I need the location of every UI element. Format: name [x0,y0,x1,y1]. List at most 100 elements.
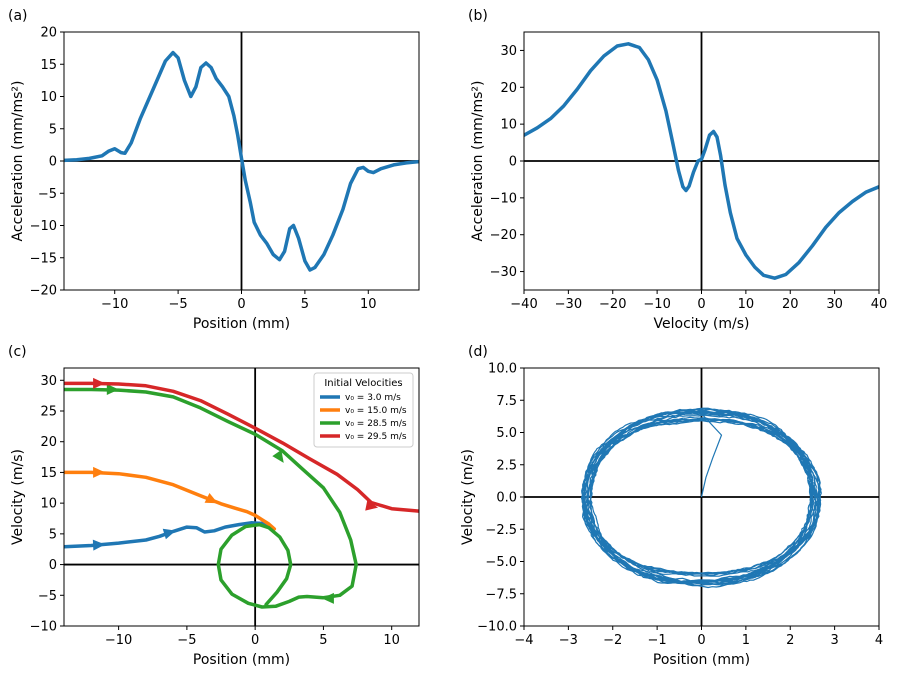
x-tick-label-c-4: 10 [383,633,400,648]
y-tick-label-b-6: 30 [500,44,517,59]
legend-entry-0: v₀ = 3.0 m/s [345,393,401,403]
y-axis-label-c: Velocity (m/s) [10,449,26,545]
panel-label-c: (c) [8,344,27,360]
x-tick-label-a-0: −10 [101,297,128,312]
y-tick-label-d-3: −2.5 [485,523,517,538]
x-tick-label-a-3: 5 [301,297,309,312]
plot-area-a [64,32,419,290]
x-tick-label-b-7: 30 [826,297,843,312]
panel-label-b: (b) [468,8,488,24]
x-tick-label-c-2: 0 [251,633,259,648]
y-tick-label-a-3: −5 [38,187,57,202]
y-tick-label-b-0: −30 [490,265,517,280]
y-tick-label-a-1: −15 [30,251,57,266]
x-tick-label-d-8: 4 [875,633,883,648]
series-line-c-3 [64,381,419,513]
x-tick-label-d-1: −3 [559,633,578,648]
panel-label-a: (a) [8,8,28,24]
y-tick-label-c-4: 10 [40,497,57,512]
direction-arrow-c-3-0 [93,377,106,389]
direction-arrow-c-1-1 [204,492,218,504]
direction-arrow-c-1-0 [93,466,106,478]
series-line-c-2 [64,387,358,609]
y-tick-label-d-5: 2.5 [496,458,517,473]
y-tick-label-d-4: 0.0 [496,491,517,506]
series-line-b-0 [524,42,879,280]
x-tick-label-c-1: −5 [177,633,196,648]
x-tick-label-b-6: 20 [782,297,799,312]
x-tick-label-d-0: −4 [514,633,533,648]
y-tick-label-c-6: 20 [40,435,57,450]
y-axis-label-d: Velocity (m/s) [460,449,476,545]
plot-area-c [64,368,419,626]
x-tick-label-c-3: 5 [319,633,327,648]
y-tick-label-d-1: −7.5 [485,587,517,602]
y-axis-label-a: Acceleration (mm/ms²) [10,81,26,242]
legend-entry-2: v₀ = 28.5 m/s [345,419,407,429]
y-tick-label-b-5: 20 [500,81,517,96]
y-tick-label-a-4: 0 [49,155,57,170]
y-tick-label-c-8: 30 [40,374,57,389]
y-tick-label-a-6: 10 [40,90,57,105]
y-tick-label-b-3: 0 [509,155,517,170]
y-tick-label-a-8: 20 [40,26,57,41]
x-tick-label-a-4: 10 [360,297,377,312]
direction-arrow-c-0-0 [92,539,106,551]
x-tick-label-b-5: 10 [738,297,755,312]
x-axis-label-a: Position (mm) [193,316,290,332]
y-axis-label-b: Acceleration (mm/ms²) [470,81,486,242]
x-tick-label-d-3: −1 [648,633,667,648]
y-tick-label-d-0: −10.0 [477,620,517,635]
y-tick-label-d-2: −5.0 [485,555,517,570]
x-tick-label-b-0: −40 [510,297,537,312]
plot-area-b [524,32,879,290]
x-tick-label-b-2: −20 [599,297,626,312]
x-tick-label-a-2: 0 [237,297,245,312]
legend-title: Initial Velocities [324,378,402,389]
direction-arrow-c-2-0 [106,384,119,395]
x-tick-label-b-3: −10 [643,297,670,312]
y-tick-label-a-7: 15 [40,58,57,73]
legend-entry-3: v₀ = 29.5 m/s [345,432,407,442]
x-tick-label-d-7: 3 [830,633,838,648]
y-tick-label-d-6: 5.0 [496,426,517,441]
x-tick-label-d-6: 2 [786,633,794,648]
x-tick-label-a-1: −5 [169,297,188,312]
x-tick-label-b-1: −30 [555,297,582,312]
series-line-c-1 [64,470,277,531]
plot-area-d [524,368,879,626]
y-tick-label-a-2: −10 [30,219,57,234]
y-tick-label-c-7: 25 [40,405,57,420]
panel-label-d: (d) [468,344,488,360]
y-tick-label-b-1: −20 [490,228,517,243]
y-tick-label-c-5: 15 [40,466,57,481]
x-tick-label-d-2: −2 [603,633,622,648]
series-line-a-0 [64,50,419,272]
direction-arrow-c-2-1 [272,449,284,463]
y-tick-label-a-0: −20 [30,284,57,299]
x-tick-label-b-8: 40 [871,297,888,312]
direction-arrow-c-2-2 [321,592,334,604]
legend-box [313,372,414,448]
direction-arrow-c-3-1 [365,499,379,511]
x-tick-label-c-0: −10 [105,633,132,648]
y-tick-label-c-1: −5 [38,589,57,604]
y-tick-label-c-2: 0 [49,558,57,573]
x-axis-label-c: Position (mm) [193,652,290,668]
y-tick-label-d-8: 10.0 [488,362,517,377]
x-tick-label-d-5: 1 [742,633,750,648]
x-tick-label-d-4: 0 [697,633,705,648]
series-line-c-0 [64,521,274,549]
y-tick-label-a-5: 5 [49,122,57,137]
y-tick-label-c-3: 5 [49,527,57,542]
x-tick-label-b-4: 0 [697,297,705,312]
x-axis-label-d: Position (mm) [653,652,750,668]
x-axis-label-b: Velocity (m/s) [654,316,750,332]
legend-entry-1: v₀ = 15.0 m/s [345,406,407,416]
y-tick-label-b-2: −10 [490,191,517,206]
y-tick-label-b-4: 10 [500,118,517,133]
direction-arrow-c-0-1 [162,528,176,540]
y-tick-label-d-7: 7.5 [496,394,517,409]
y-tick-label-c-0: −10 [30,620,57,635]
